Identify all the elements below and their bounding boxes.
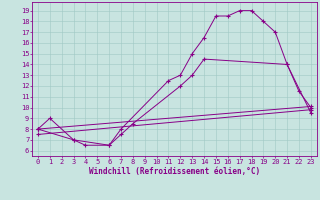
X-axis label: Windchill (Refroidissement éolien,°C): Windchill (Refroidissement éolien,°C) bbox=[89, 167, 260, 176]
